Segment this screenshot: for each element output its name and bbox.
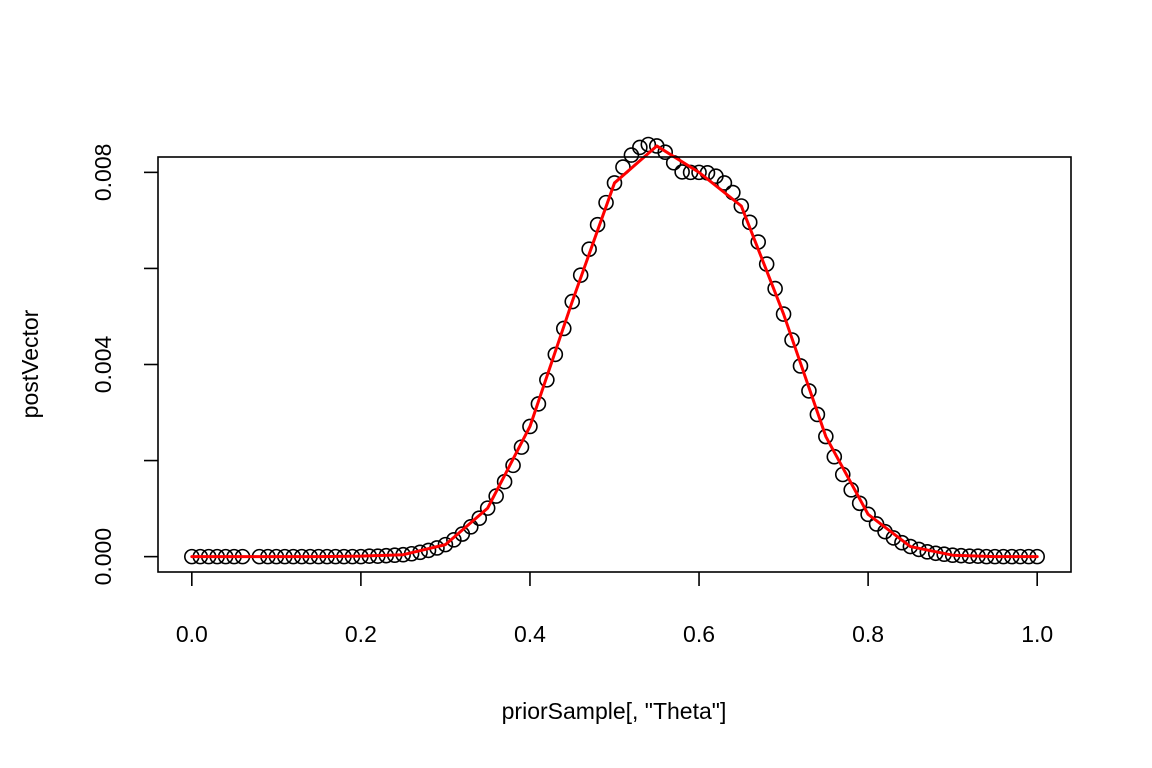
data-point xyxy=(632,139,648,156)
data-point xyxy=(555,320,572,337)
data-point xyxy=(446,532,462,548)
data-point xyxy=(868,516,885,532)
data-point xyxy=(775,306,792,322)
x-axis-title: priorSample[, "Theta"] xyxy=(502,698,727,724)
data-point xyxy=(623,147,640,163)
data-point xyxy=(606,175,623,191)
data-point xyxy=(894,534,910,551)
data-point xyxy=(716,175,733,191)
fitted-curve-line xyxy=(190,144,1039,559)
data-point xyxy=(564,293,581,310)
data-point xyxy=(522,418,538,435)
data-point xyxy=(691,164,707,181)
x-tick-label: 1.0 xyxy=(1021,621,1053,647)
y-axis-title: postVector xyxy=(17,309,43,418)
x-tick-label: 0.4 xyxy=(514,621,546,647)
x-tick-label: 0.6 xyxy=(683,621,715,647)
data-point xyxy=(784,332,800,348)
x-tick-label: 0.2 xyxy=(345,621,377,647)
y-tick-label: 0.008 xyxy=(90,144,116,202)
y-axis: 0.000 0.004 0.008 xyxy=(90,144,158,586)
y-tick-label: 0.004 xyxy=(90,336,116,394)
data-point xyxy=(860,506,876,523)
x-tick-label: 0.0 xyxy=(176,621,208,647)
data-point xyxy=(733,198,750,214)
data-point xyxy=(479,500,496,516)
data-point xyxy=(674,164,690,180)
fitted-curve-layer xyxy=(190,144,1039,559)
data-point xyxy=(809,406,826,423)
data-point xyxy=(471,510,488,527)
data-point xyxy=(437,536,454,553)
data-point xyxy=(818,428,834,445)
data-point xyxy=(657,144,674,160)
x-tick-label: 0.8 xyxy=(852,621,884,647)
y-tick-label: 0.000 xyxy=(90,528,116,586)
x-axis: 0.0 0.2 0.4 0.6 0.8 1.0 xyxy=(176,572,1053,647)
